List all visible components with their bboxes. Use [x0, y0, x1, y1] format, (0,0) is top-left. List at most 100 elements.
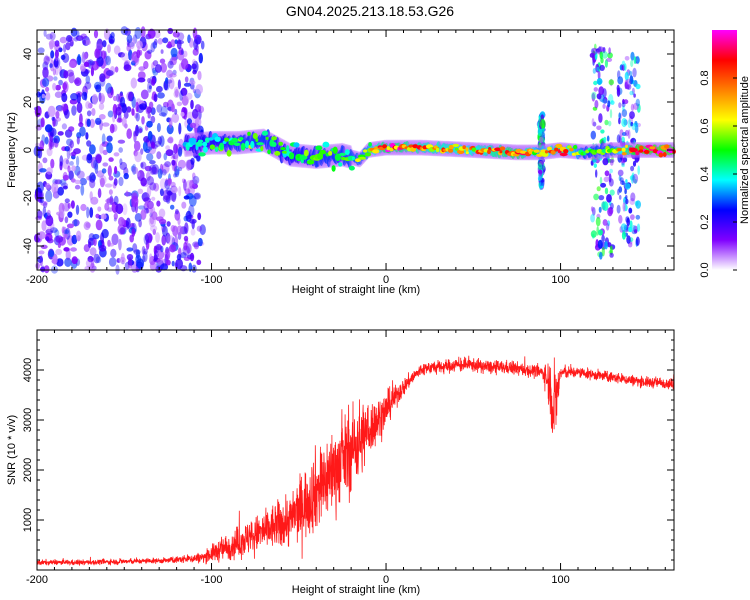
- spectrogram-cell: [46, 167, 53, 175]
- spectrogram-cell: [170, 47, 178, 58]
- spectrogram-cell: [164, 248, 171, 260]
- spectrogram-cell: [462, 145, 467, 150]
- spectrogram-cell: [625, 198, 629, 205]
- spectrogram-cell: [172, 69, 177, 75]
- spectrogram-cell: [537, 127, 542, 137]
- colorbar-ticks: 0.0 0.2 0.4 0.6 0.8: [699, 70, 737, 278]
- spectrogram-cell: [602, 157, 609, 166]
- x-tick-label: 100: [551, 574, 569, 586]
- spectrogram-cell: [165, 77, 169, 84]
- spectrogram-cell: [140, 209, 147, 221]
- spectrogram-cell: [52, 253, 58, 265]
- spectrogram-cell: [150, 166, 158, 175]
- spectrogram-cell: [95, 154, 102, 164]
- spectrogram-cell: [107, 110, 114, 118]
- spectrogram-cell: [112, 95, 118, 102]
- spectrogram-cell: [593, 163, 597, 169]
- spectrogram-cell: [174, 165, 180, 176]
- spectrogram-cell: [150, 107, 156, 115]
- spectrogram-cell: [113, 178, 118, 186]
- spectrogram-cell: [93, 253, 100, 264]
- spectrogram-cell: [618, 102, 622, 109]
- spectrogram-cell: [119, 96, 126, 108]
- spectrogram-cell: [36, 181, 44, 193]
- spectrogram-cell: [602, 219, 608, 226]
- spectrogram-cell: [123, 172, 129, 180]
- spectrogram-cell: [630, 51, 635, 61]
- spectrogram-cell: [629, 220, 633, 229]
- spectrogram-cell: [83, 61, 90, 67]
- spectrogram-cell: [62, 174, 70, 181]
- spectrogram-cell: [135, 112, 140, 122]
- spectrogram-cell: [537, 163, 543, 171]
- spectrogram-cell: [71, 105, 77, 116]
- spectrogram-cell: [55, 49, 59, 59]
- spectrogram-cell: [63, 70, 69, 79]
- spectrogram-cell: [144, 232, 153, 243]
- spectrogram-cell: [618, 112, 621, 120]
- spectrogram-cell: [38, 231, 46, 240]
- spectrogram-cell: [151, 78, 156, 86]
- spectrogram-cell: [197, 237, 203, 247]
- spectrogram-cell: [621, 152, 627, 156]
- spectrogram-cell: [131, 163, 137, 176]
- spectrogram-cell: [271, 141, 277, 147]
- spectrogram-cell: [592, 121, 597, 127]
- spectrogram-cell: [625, 78, 632, 89]
- spectrogram-cell: [260, 145, 264, 152]
- spectrogram-x-ticks: -200 -100 0 100: [26, 30, 666, 286]
- spectrogram-cell: [189, 37, 194, 48]
- spectrogram-cell: [151, 164, 160, 175]
- spectrogram-cell: [174, 108, 178, 115]
- spectrogram-cell: [186, 118, 193, 125]
- spectrogram-cell: [98, 102, 105, 110]
- spectrogram-cell: [96, 38, 104, 51]
- spectrogram-cell: [180, 111, 185, 117]
- spectrogram-cell: [214, 136, 221, 142]
- spectrogram-cell: [134, 213, 143, 222]
- spectrogram-cell: [620, 223, 627, 232]
- spectrogram-cell: [629, 198, 635, 205]
- spectrogram-cell: [45, 228, 53, 235]
- spectrogram-cell: [183, 256, 191, 261]
- spectrogram-cell: [178, 186, 182, 197]
- spectrogram-cell: [192, 193, 200, 200]
- spectrogram-cell: [99, 175, 107, 185]
- spectrogram-cell: [62, 185, 68, 190]
- spectrogram-cell: [634, 124, 639, 134]
- spectrogram-cell: [617, 148, 622, 152]
- spectrogram-cell: [130, 77, 137, 89]
- spectrogram-cell: [606, 135, 610, 142]
- spectrogram-cell: [76, 55, 82, 66]
- spectrogram-cell: [596, 186, 601, 192]
- spectrogram-cell: [317, 152, 324, 160]
- spectrogram-cell: [148, 101, 154, 110]
- spectrogram-cell: [144, 165, 152, 172]
- spectrogram-cell: [61, 226, 65, 234]
- spectrogram-cell: [137, 205, 146, 210]
- spectrogram-cell: [255, 138, 259, 142]
- spectrogram-cell: [102, 149, 108, 156]
- spectrogram-cell: [74, 179, 81, 185]
- spectrogram-cell: [128, 49, 133, 61]
- spectrogram-cell: [67, 165, 71, 173]
- spectrogram-cell: [79, 177, 88, 186]
- spectrogram-cell: [156, 122, 161, 133]
- spectrogram-cell: [140, 26, 146, 38]
- spectrogram-cell: [598, 206, 602, 213]
- spectrogram-cell: [590, 206, 594, 212]
- spectrogram-cell: [95, 84, 102, 93]
- spectrogram-cell: [332, 146, 338, 154]
- spectrogram-cell: [159, 178, 167, 190]
- spectrogram-cell: [164, 178, 169, 186]
- spectrogram-cell: [250, 140, 255, 149]
- spectrogram-cell: [621, 162, 625, 168]
- spectrogram-cell: [200, 40, 205, 50]
- y-tick-label: 4000: [22, 358, 34, 382]
- spectrogram-cell: [140, 177, 147, 187]
- spectrogram-cell: [125, 217, 131, 229]
- spectrogram-cell: [93, 159, 99, 170]
- spectrogram-cell: [74, 77, 82, 87]
- spectrogram-cell: [192, 108, 199, 119]
- spectrogram-cell: [126, 128, 132, 139]
